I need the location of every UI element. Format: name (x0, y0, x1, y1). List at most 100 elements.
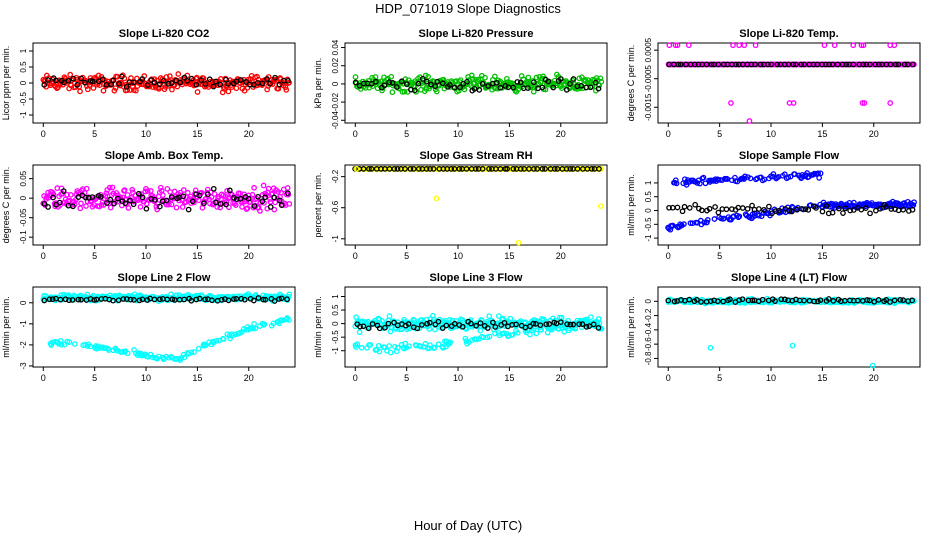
data-point (398, 326, 405, 333)
reference-point (539, 84, 546, 91)
data-point (168, 201, 175, 208)
data-point (911, 199, 917, 206)
y-tick-label: 1 (331, 294, 340, 299)
y-tick-label: -0.6 (331, 200, 340, 214)
reference-point (895, 61, 902, 68)
reference-point (272, 74, 278, 81)
reference-point (430, 166, 437, 172)
data-point (152, 84, 159, 91)
y-tick-label: -1 (19, 111, 28, 119)
outlier-point (728, 100, 734, 106)
reference-point (403, 81, 410, 87)
data-point (530, 88, 537, 95)
reference-point (104, 200, 110, 206)
data-point (417, 343, 424, 350)
y-tick-label: -1 (19, 320, 28, 328)
y-axis-label: degrees C per min. (1, 167, 11, 244)
reference-point (766, 203, 772, 210)
panel-frame (657, 42, 921, 124)
reference-point (368, 166, 375, 172)
reference-point (180, 193, 187, 200)
reference-point (909, 206, 916, 213)
reference-point (749, 202, 755, 209)
x-tick-label: 15 (817, 251, 827, 261)
panel-3: Slope Li-820 Temp. degrees C per min. 0 5 10… (626, 28, 921, 139)
x-axis-title: Hour of Day (UTC) (413, 518, 523, 533)
y-tick-label: 0 (19, 80, 28, 85)
x-tick-label: 20 (244, 373, 254, 383)
reference-point (164, 296, 171, 303)
outlier-point (789, 342, 796, 349)
reference-point (830, 298, 837, 304)
reference-point (876, 61, 882, 68)
data-point (387, 349, 394, 356)
data-point (473, 336, 480, 343)
data-point (394, 344, 401, 351)
data-point (121, 187, 128, 193)
reference-point (419, 75, 426, 82)
data-point (386, 313, 393, 320)
reference-point (414, 325, 421, 332)
reference-point (595, 85, 602, 92)
data-point (689, 220, 696, 227)
data-point (477, 327, 484, 334)
reference-point (823, 203, 830, 209)
data-point (514, 330, 521, 336)
panel-5: Slope Gas Stream RH percent per min. 0 5 10 1… (313, 150, 608, 261)
data-point (195, 345, 202, 352)
reference-point (866, 61, 873, 68)
data-point (129, 186, 136, 193)
x-tick-label: 15 (504, 373, 514, 383)
reference-point (423, 166, 430, 172)
data-point (700, 174, 707, 181)
x-tick-label: 5 (717, 373, 722, 383)
y-tick-label: 0 (19, 195, 28, 200)
reference-point (407, 166, 414, 172)
reference-point (551, 166, 558, 172)
reference-point (909, 297, 915, 304)
reference-point (877, 205, 883, 212)
reference-point (897, 296, 904, 303)
data-point (284, 185, 291, 191)
panel-title: Slope Li-820 CO2 (119, 28, 209, 40)
reference-point (723, 206, 730, 213)
data-point (389, 89, 396, 96)
reference-point (78, 296, 84, 303)
reference-point (513, 321, 519, 328)
reference-point (727, 296, 733, 303)
reference-point (534, 166, 541, 172)
reference-point (210, 83, 217, 90)
reference-point (423, 78, 430, 85)
data-point (681, 221, 687, 227)
reference-point (789, 208, 795, 215)
x-tick-label: 5 (404, 129, 409, 139)
outlier-point (891, 42, 898, 49)
panel-title: Slope Line 4 (LT) Flow (731, 272, 847, 284)
reference-point (671, 298, 678, 305)
data-point (144, 188, 151, 194)
data-point (388, 73, 395, 80)
reference-point (558, 319, 564, 326)
reference-point (60, 188, 67, 194)
data-point (128, 194, 134, 201)
reference-point (130, 201, 137, 208)
reference-point (542, 166, 548, 172)
reference-point (826, 61, 833, 68)
reference-point (213, 199, 219, 206)
reference-point (369, 321, 376, 327)
reference-point (393, 84, 400, 90)
reference-point (391, 319, 397, 326)
reference-point (156, 81, 163, 88)
x-tick-label: 5 (717, 251, 722, 261)
data-point (137, 204, 144, 210)
reference-point (854, 297, 861, 304)
outlier-point (730, 42, 736, 49)
reference-point (457, 84, 463, 91)
data-point (425, 73, 431, 80)
data-point (358, 344, 365, 351)
data-point (261, 321, 268, 328)
data-point (386, 343, 393, 349)
reference-point (352, 79, 359, 86)
reference-point (135, 190, 142, 197)
reference-point (165, 80, 172, 87)
